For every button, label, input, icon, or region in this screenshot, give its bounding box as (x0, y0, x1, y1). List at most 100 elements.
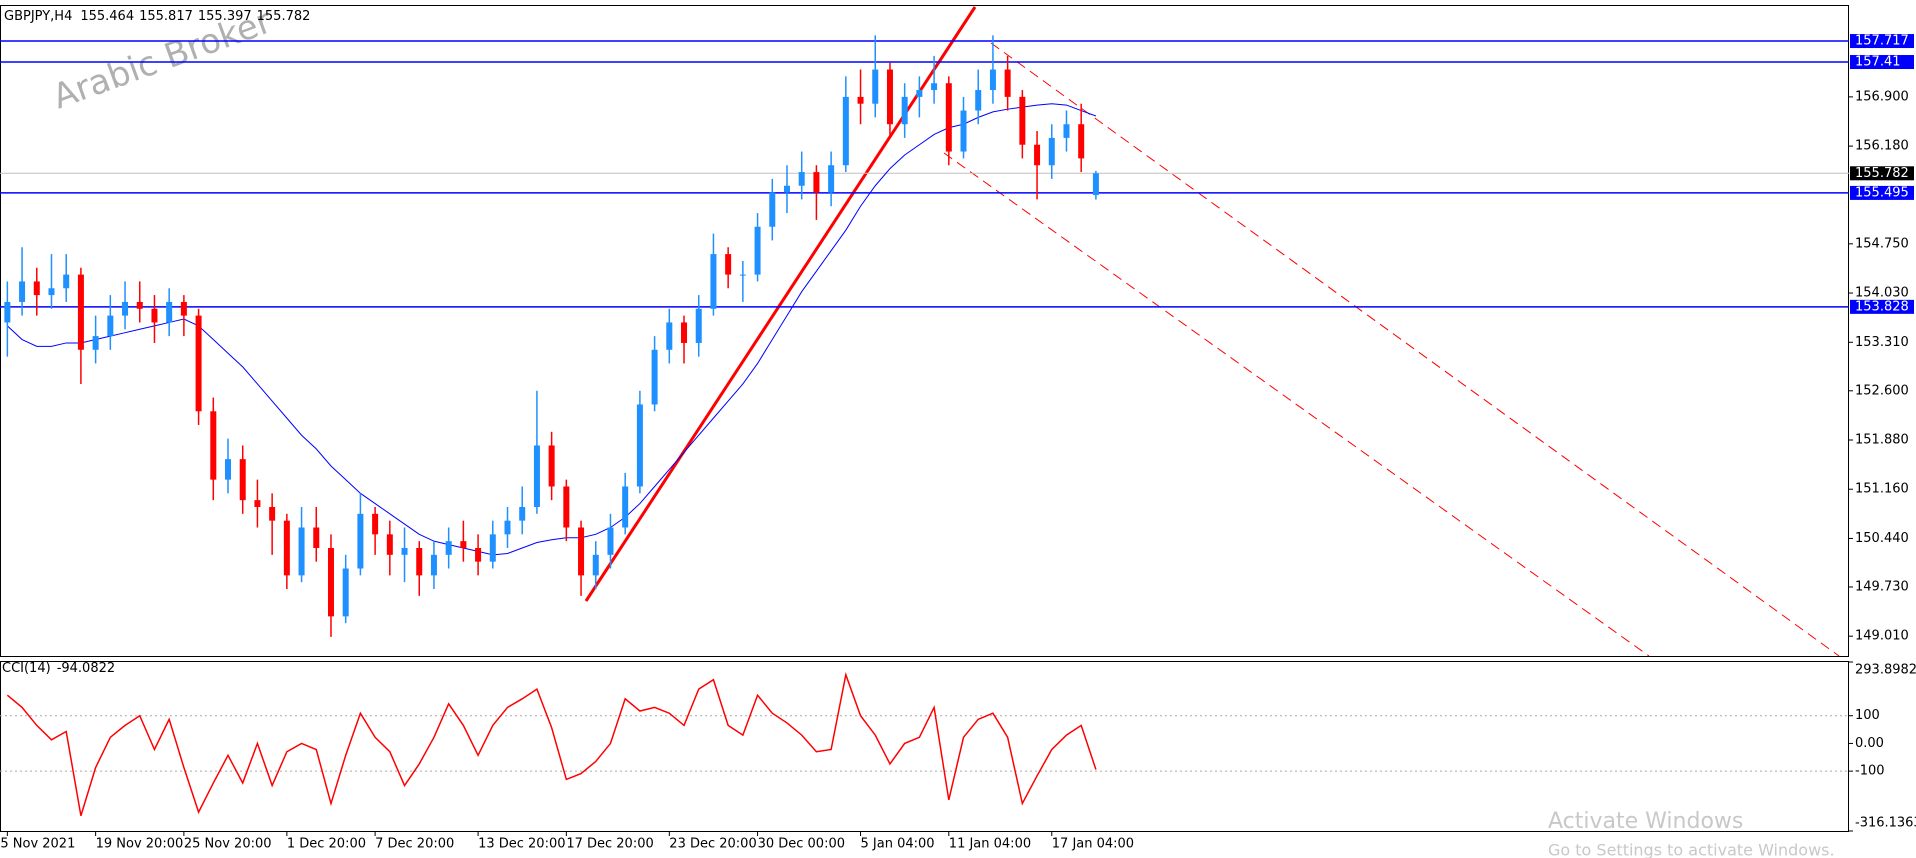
x-tick-label: 5 Jan 04:00 (861, 837, 935, 852)
candle-body (828, 165, 835, 193)
candle-body (798, 172, 805, 186)
price-tag-label: 157.717 (1855, 34, 1909, 49)
candle-body (666, 322, 673, 350)
x-tick-label: 7 Dec 20:00 (375, 837, 454, 852)
candle-body (754, 226, 761, 275)
channel-line (943, 152, 1650, 657)
candle-body (269, 506, 276, 521)
os-notice: Activate Windows (1548, 809, 1743, 834)
y-tick-label: 149.010 (1855, 629, 1909, 644)
candle-body (1048, 137, 1055, 166)
channel-line (990, 42, 1840, 657)
x-tick-label: 5 Nov 2021 (0, 837, 75, 852)
candle-body (445, 541, 452, 555)
y2-tick-label: 293.8982 (1855, 663, 1916, 678)
candle-body (886, 69, 893, 125)
candle-body (416, 548, 423, 576)
y-tick-label: 151.880 (1855, 433, 1909, 448)
moving-average (7, 103, 1097, 556)
candle-body (916, 90, 923, 97)
candle-body (695, 308, 702, 343)
candle-body (254, 500, 261, 507)
candle-body (166, 301, 173, 323)
y2-tick-label: -316.1363 (1855, 816, 1916, 831)
y2-tick-label: 100 (1855, 708, 1880, 723)
x-tick-label: 25 Nov 20:00 (184, 837, 272, 852)
candle-body (842, 96, 849, 166)
price-tag (1850, 34, 1914, 49)
candle-body (342, 568, 349, 617)
candle-body (225, 459, 232, 480)
y-tick-label: 149.730 (1855, 579, 1909, 594)
candle-body (92, 336, 99, 350)
x-tick-label: 17 Jan 04:00 (1052, 837, 1134, 852)
chart-header: GBPJPY,H4 155.464 155.817 155.397 155.782 (4, 9, 310, 24)
open-price: 155.464 (80, 9, 134, 24)
y2-tick-label: 0.00 (1855, 736, 1884, 751)
price-tag-label: 155.495 (1855, 185, 1909, 200)
candle-body (489, 534, 496, 562)
candle-body (901, 96, 908, 125)
candle-body (33, 281, 40, 296)
symbol: GBPJPY,H4 (4, 9, 72, 24)
candle-body (783, 185, 790, 193)
x-tick-label: 11 Jan 04:00 (949, 837, 1031, 852)
candle-body (989, 69, 996, 91)
candle-body (19, 281, 26, 302)
candle-body (519, 506, 526, 521)
y-tick-label: 154.750 (1855, 236, 1909, 251)
candle-body (430, 554, 437, 576)
candle-body (63, 274, 70, 289)
y-tick-label: 150.440 (1855, 531, 1909, 546)
candle-body (578, 527, 585, 576)
candle-body (975, 90, 982, 111)
cci-name: CCI(14) (2, 661, 51, 676)
candle-body (533, 445, 540, 507)
candle-body (681, 322, 688, 343)
candle-body (460, 541, 467, 549)
candle-body (401, 548, 408, 555)
x-tick-label: 19 Nov 20:00 (96, 837, 184, 852)
candle-body (725, 254, 732, 275)
candle-body (872, 69, 879, 104)
candle-body (107, 315, 114, 337)
cci-panel-frame (0, 661, 1849, 832)
candle-body (1004, 69, 1011, 97)
candle-body (372, 513, 379, 535)
candle-body (548, 445, 555, 487)
candle-body (622, 486, 629, 528)
candle-body (48, 288, 55, 296)
candle-body (77, 274, 84, 350)
price-tag-label: 155.782 (1855, 166, 1909, 181)
candle-body (651, 349, 658, 405)
candle-body (283, 520, 290, 576)
y-tick-label: 151.160 (1855, 482, 1909, 497)
y-tick-label: 153.310 (1855, 335, 1909, 350)
price-tag (1850, 166, 1914, 181)
candle-body (357, 513, 364, 569)
candle-body (931, 83, 938, 91)
high-price: 155.817 (139, 9, 193, 24)
candle-body (592, 554, 599, 576)
candle-body (710, 254, 717, 309)
candle-body (195, 315, 202, 412)
price-tag (1850, 299, 1914, 314)
candle-body (1092, 173, 1099, 196)
cci-last: -94.0822 (57, 661, 115, 676)
candle-body (857, 96, 864, 104)
price-tag (1850, 55, 1914, 70)
candle-body (313, 527, 320, 549)
candle-body (122, 301, 129, 316)
x-tick-label: 17 Dec 20:00 (566, 837, 653, 852)
candle-body (769, 192, 776, 227)
y-tick-label: 152.600 (1855, 383, 1909, 398)
candle-body (607, 527, 614, 555)
candle-body (298, 527, 305, 576)
close-price: 155.782 (257, 9, 311, 24)
candle-body (151, 308, 158, 323)
y-tick-label: 156.180 (1855, 139, 1909, 154)
candle-body (945, 83, 952, 152)
candle-body (180, 301, 187, 316)
